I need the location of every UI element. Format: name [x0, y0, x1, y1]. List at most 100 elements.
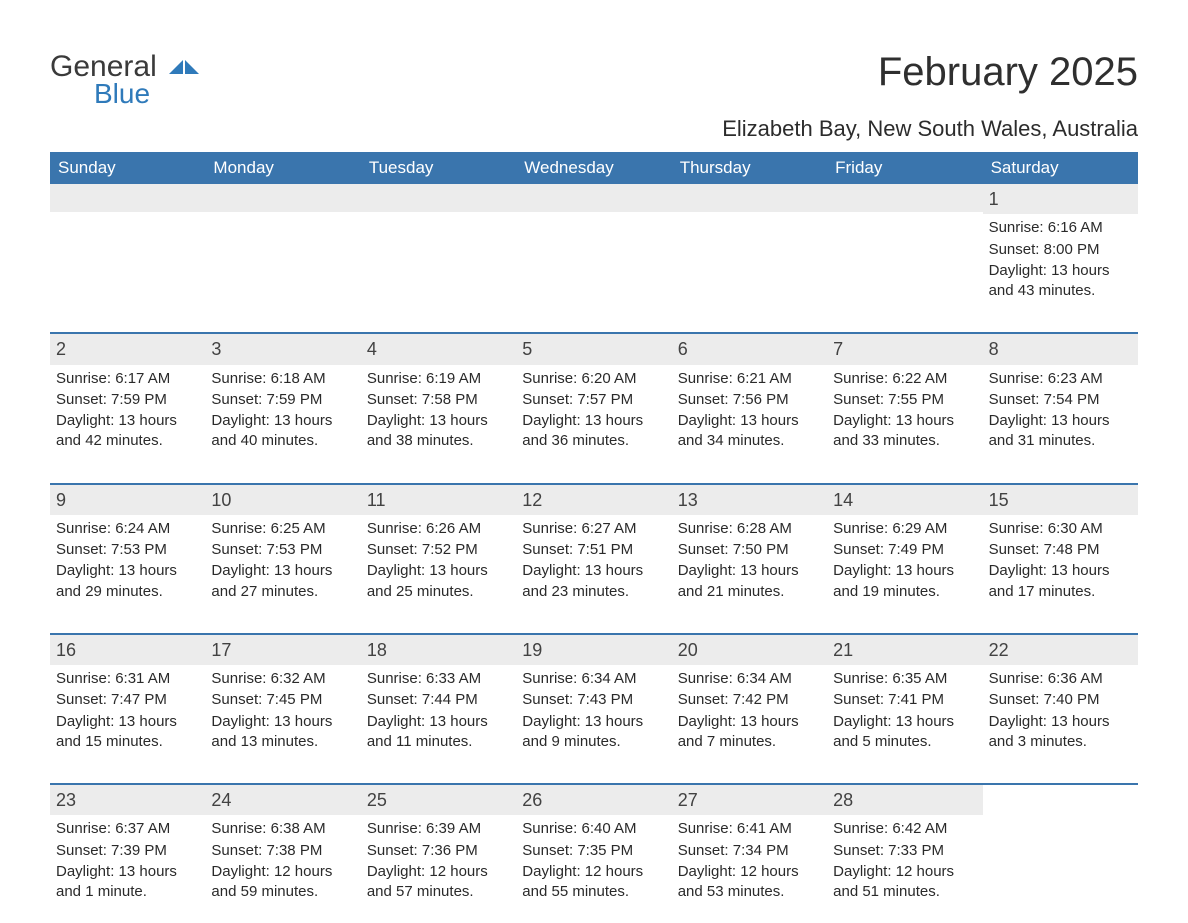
day-cell — [827, 184, 982, 322]
day-cell: 4Sunrise: 6:19 AMSunset: 7:58 PMDaylight… — [361, 334, 516, 472]
day-number: 12 — [516, 485, 671, 515]
sunset-line: Sunset: 7:40 PM — [989, 690, 1132, 710]
sunset-line: Sunset: 7:54 PM — [989, 390, 1132, 410]
dow-header: Tuesday — [361, 152, 516, 184]
daylight-line: Daylight: 13 hours and 36 minutes. — [522, 411, 665, 452]
daylight-line: Daylight: 13 hours and 27 minutes. — [211, 561, 354, 602]
sunrise-line: Sunrise: 6:29 AM — [833, 519, 976, 539]
sunrise-line: Sunrise: 6:34 AM — [678, 669, 821, 689]
logo-text-blue: Blue — [50, 78, 199, 110]
sunrise-line: Sunrise: 6:20 AM — [522, 369, 665, 389]
sunset-line: Sunset: 7:56 PM — [678, 390, 821, 410]
sunset-line: Sunset: 7:52 PM — [367, 540, 510, 560]
sunset-line: Sunset: 7:36 PM — [367, 841, 510, 861]
day-number: 9 — [50, 485, 205, 515]
sunrise-line: Sunrise: 6:18 AM — [211, 369, 354, 389]
day-info: Sunrise: 6:31 AMSunset: 7:47 PMDaylight:… — [56, 669, 199, 752]
day-number: 28 — [827, 785, 982, 815]
day-info: Sunrise: 6:16 AMSunset: 8:00 PMDaylight:… — [989, 218, 1132, 301]
day-info: Sunrise: 6:36 AMSunset: 7:40 PMDaylight:… — [989, 669, 1132, 752]
empty-day-header — [827, 184, 982, 212]
sunset-line: Sunset: 7:44 PM — [367, 690, 510, 710]
day-number: 11 — [361, 485, 516, 515]
day-cell: 1Sunrise: 6:16 AMSunset: 8:00 PMDaylight… — [983, 184, 1138, 322]
sunrise-line: Sunrise: 6:32 AM — [211, 669, 354, 689]
day-info: Sunrise: 6:32 AMSunset: 7:45 PMDaylight:… — [211, 669, 354, 752]
day-info: Sunrise: 6:35 AMSunset: 7:41 PMDaylight:… — [833, 669, 976, 752]
day-number: 5 — [516, 334, 671, 364]
day-number: 22 — [983, 635, 1138, 665]
sunset-line: Sunset: 7:45 PM — [211, 690, 354, 710]
sunrise-line: Sunrise: 6:16 AM — [989, 218, 1132, 238]
sunset-line: Sunset: 7:50 PM — [678, 540, 821, 560]
day-cell: 20Sunrise: 6:34 AMSunset: 7:42 PMDayligh… — [672, 635, 827, 773]
day-info: Sunrise: 6:22 AMSunset: 7:55 PMDaylight:… — [833, 369, 976, 452]
sunset-line: Sunset: 7:55 PM — [833, 390, 976, 410]
sunset-line: Sunset: 7:35 PM — [522, 841, 665, 861]
day-info: Sunrise: 6:40 AMSunset: 7:35 PMDaylight:… — [522, 819, 665, 902]
daylight-line: Daylight: 13 hours and 43 minutes. — [989, 261, 1132, 302]
logo: General Blue — [50, 50, 199, 110]
day-number: 21 — [827, 635, 982, 665]
daylight-line: Daylight: 12 hours and 59 minutes. — [211, 862, 354, 903]
sunset-line: Sunset: 7:57 PM — [522, 390, 665, 410]
sunrise-line: Sunrise: 6:25 AM — [211, 519, 354, 539]
day-cell: 8Sunrise: 6:23 AMSunset: 7:54 PMDaylight… — [983, 334, 1138, 472]
daylight-line: Daylight: 13 hours and 17 minutes. — [989, 561, 1132, 602]
day-cell: 19Sunrise: 6:34 AMSunset: 7:43 PMDayligh… — [516, 635, 671, 773]
day-cell — [672, 184, 827, 322]
day-info: Sunrise: 6:42 AMSunset: 7:33 PMDaylight:… — [833, 819, 976, 902]
dow-header: Sunday — [50, 152, 205, 184]
day-number: 18 — [361, 635, 516, 665]
daylight-line: Daylight: 13 hours and 7 minutes. — [678, 712, 821, 753]
sunset-line: Sunset: 7:51 PM — [522, 540, 665, 560]
sunrise-line: Sunrise: 6:37 AM — [56, 819, 199, 839]
sunrise-line: Sunrise: 6:22 AM — [833, 369, 976, 389]
day-cell: 3Sunrise: 6:18 AMSunset: 7:59 PMDaylight… — [205, 334, 360, 472]
dow-header: Wednesday — [516, 152, 671, 184]
day-number: 13 — [672, 485, 827, 515]
daylight-line: Daylight: 13 hours and 38 minutes. — [367, 411, 510, 452]
daylight-line: Daylight: 13 hours and 19 minutes. — [833, 561, 976, 602]
day-number: 20 — [672, 635, 827, 665]
daylight-line: Daylight: 13 hours and 9 minutes. — [522, 712, 665, 753]
day-number: 6 — [672, 334, 827, 364]
sunrise-line: Sunrise: 6:36 AM — [989, 669, 1132, 689]
day-info: Sunrise: 6:25 AMSunset: 7:53 PMDaylight:… — [211, 519, 354, 602]
day-cell: 25Sunrise: 6:39 AMSunset: 7:36 PMDayligh… — [361, 785, 516, 923]
day-number: 23 — [50, 785, 205, 815]
day-number: 17 — [205, 635, 360, 665]
day-cell: 5 Sunrise: 6:20 AMSunset: 7:57 PMDaylight… — [516, 334, 671, 472]
sunrise-line: Sunrise: 6:26 AM — [367, 519, 510, 539]
daylight-line: Daylight: 13 hours and 42 minutes. — [56, 411, 199, 452]
day-cell: 11 Sunrise: 6:26 AMSunset: 7:52 PMDayligh… — [361, 485, 516, 623]
day-info: Sunrise: 6:30 AMSunset: 7:48 PMDaylight:… — [989, 519, 1132, 602]
sunset-line: Sunset: 7:43 PM — [522, 690, 665, 710]
sunset-line: Sunset: 7:53 PM — [211, 540, 354, 560]
day-cell: 17 Sunrise: 6:32 AMSunset: 7:45 PMDayligh… — [205, 635, 360, 773]
day-number: 19 — [516, 635, 671, 665]
empty-day-header — [516, 184, 671, 212]
day-number: 14 — [827, 485, 982, 515]
sunset-line: Sunset: 7:38 PM — [211, 841, 354, 861]
daylight-line: Daylight: 13 hours and 21 minutes. — [678, 561, 821, 602]
day-cell: 27Sunrise: 6:41 AMSunset: 7:34 PMDayligh… — [672, 785, 827, 923]
sunrise-line: Sunrise: 6:38 AM — [211, 819, 354, 839]
day-cell: 2Sunrise: 6:17 AMSunset: 7:59 PMDaylight… — [50, 334, 205, 472]
daylight-line: Daylight: 13 hours and 34 minutes. — [678, 411, 821, 452]
day-number: 7 — [827, 334, 982, 364]
dow-header: Saturday — [983, 152, 1138, 184]
sunrise-line: Sunrise: 6:40 AM — [522, 819, 665, 839]
day-info: Sunrise: 6:38 AMSunset: 7:38 PMDaylight:… — [211, 819, 354, 902]
month-title: February 2025 — [878, 50, 1138, 95]
day-number: 16 — [50, 635, 205, 665]
day-info: Sunrise: 6:33 AMSunset: 7:44 PMDaylight:… — [367, 669, 510, 752]
daylight-line: Daylight: 13 hours and 25 minutes. — [367, 561, 510, 602]
sunrise-line: Sunrise: 6:31 AM — [56, 669, 199, 689]
daylight-line: Daylight: 12 hours and 53 minutes. — [678, 862, 821, 903]
day-cell: 24Sunrise: 6:38 AMSunset: 7:38 PMDayligh… — [205, 785, 360, 923]
daylight-line: Daylight: 13 hours and 29 minutes. — [56, 561, 199, 602]
day-cell: 10Sunrise: 6:25 AMSunset: 7:53 PMDayligh… — [205, 485, 360, 623]
day-cell: 18 Sunrise: 6:33 AMSunset: 7:44 PMDayligh… — [361, 635, 516, 773]
sunrise-line: Sunrise: 6:42 AM — [833, 819, 976, 839]
